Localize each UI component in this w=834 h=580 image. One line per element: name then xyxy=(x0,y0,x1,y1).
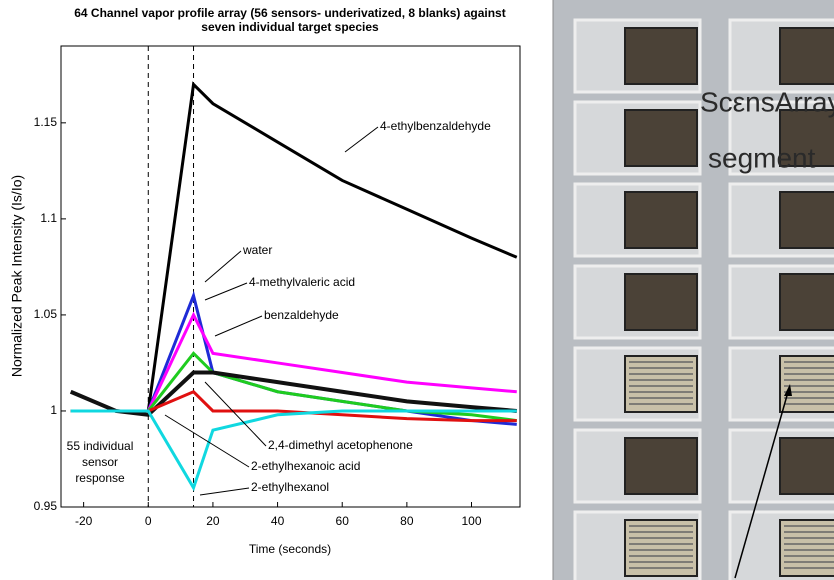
photo-label: ScεnsArray xyxy=(700,86,834,117)
pad xyxy=(624,27,698,85)
x-tick-label: 40 xyxy=(271,514,285,528)
y-tick-label: 1 xyxy=(50,403,57,417)
y-tick-label: 1.1 xyxy=(40,211,57,225)
pad xyxy=(779,437,834,495)
x-tick-label: 80 xyxy=(400,514,414,528)
photo: ScεnsArray segment xyxy=(552,0,834,580)
series-line xyxy=(69,370,517,417)
arrow xyxy=(734,391,789,579)
label-pointer xyxy=(204,250,242,283)
x-tick-label: 60 xyxy=(336,514,350,528)
pad xyxy=(624,191,698,249)
pad xyxy=(779,191,834,249)
label-pointer xyxy=(214,315,263,337)
series-line xyxy=(70,409,517,492)
x-tick-label: 20 xyxy=(206,514,220,528)
pad xyxy=(624,109,698,167)
pad xyxy=(624,355,698,413)
x-tick-label: 0 xyxy=(145,514,152,528)
label-pointer xyxy=(344,126,379,153)
label-pointer xyxy=(204,282,248,301)
x-tick-label: -20 xyxy=(75,514,93,528)
series-label: 4-ethylbenzaldehyde xyxy=(380,119,491,133)
y-tick-label: 0.95 xyxy=(34,499,58,513)
y-axis-label: Normalized Peak Intensity (Is/Io) xyxy=(9,175,25,377)
plot-frame xyxy=(60,45,521,508)
pad xyxy=(624,437,698,495)
pad xyxy=(779,273,834,331)
pad xyxy=(779,355,834,413)
series-label: 2,4-dimethyl acetophenone xyxy=(268,438,413,452)
y-tick-label: 1.05 xyxy=(34,307,58,321)
sensor-pads xyxy=(573,18,834,580)
series-label: 4-methylvaleric acid xyxy=(249,275,355,289)
x-tick-label: 100 xyxy=(461,514,481,528)
pad xyxy=(624,273,698,331)
chart-title: 64 Channel vapor profile array (56 senso… xyxy=(74,6,506,34)
arrow-head xyxy=(784,384,792,396)
label-pointer xyxy=(164,414,250,468)
pad xyxy=(779,27,834,85)
series-label: benzaldehyde xyxy=(264,308,339,322)
pad xyxy=(624,519,698,577)
y-tick-label: 1.15 xyxy=(34,115,58,129)
series-label: 2-ethylhexanoic acid xyxy=(251,459,360,473)
series-label: 2-ethylhexanol xyxy=(251,480,329,494)
series-label: water xyxy=(242,243,272,257)
x-axis-label: Time (seconds) xyxy=(249,542,331,556)
label-pointer xyxy=(199,487,250,496)
label-pointer xyxy=(204,381,267,447)
pad xyxy=(779,519,834,577)
pad xyxy=(779,109,834,167)
photo-label: segment xyxy=(708,142,816,173)
annotation: 55 individual sensor response xyxy=(64,438,136,486)
